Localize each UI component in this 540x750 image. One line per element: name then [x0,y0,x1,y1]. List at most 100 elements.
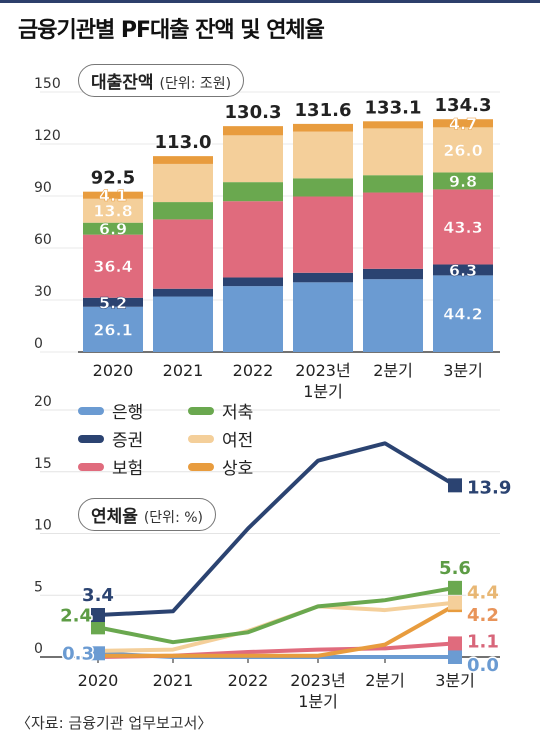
bar-x-tick-label: 2023년 [295,361,350,380]
bar-x-tick-label: 3분기 [443,361,483,380]
legend-swatch [78,434,104,443]
bar-total-label: 92.5 [91,168,135,189]
bar-segment-상호 [153,156,213,164]
bar-segment-상호 [433,119,493,128]
bar-segment-여전 [83,198,143,223]
bar-segment-보험 [153,219,213,289]
bar-segment-상호 [83,191,143,199]
bar-segment-label-저축: 9.8 [449,172,477,191]
line-y-tick-label: 0 [34,641,43,657]
line-x-tick-label: 2022 [228,671,269,690]
bar-segment-저축 [223,182,283,202]
line-series-증권 [96,441,457,618]
bar-segment-label-저축: 6.9 [99,220,127,239]
bar-segment-label-은행: 26.1 [93,320,132,339]
bar-total-label: 113.0 [155,132,212,153]
bar-x-tick-label: 2021 [163,361,204,380]
bar-segment-은행 [153,296,213,352]
bar-segment-상호 [363,121,423,129]
bar-y-tick-label: 150 [34,76,61,92]
legend-item-은행: 은행 [78,398,143,423]
bar-y-tick-label: 90 [34,180,52,196]
bar-chart-title-text: 대출잔액 [91,73,154,93]
legend-label: 여전 [222,431,254,451]
bar-segment-보험 [363,192,423,269]
line-start-label-증권: 3.4 [82,585,114,606]
line-end-label-상호: 4.2 [467,605,499,626]
line-series-상호 [96,603,457,658]
bar-x-tick-label: 2020 [93,361,134,380]
bar-segment-증권 [363,268,423,280]
line-y-tick-label: 20 [34,394,52,410]
bar-segment-증권 [223,277,283,287]
line-y-tick-label: 5 [34,579,43,595]
bar-x-tick-label: 2분기 [373,361,413,380]
bar-segment-보험 [83,234,143,298]
legend-item-저축: 저축 [188,398,253,423]
bar-segment-label-여전: 13.8 [93,202,132,221]
line-start-label-은행: 0.3 [62,643,94,664]
bar-segment-은행 [223,286,283,352]
bar-segment-label-여전: 26.0 [443,141,482,160]
bar-segment-저축 [363,175,423,193]
line-x-tick-label: 2020 [78,671,119,690]
bar-segment-증권 [153,288,213,297]
line-end-marker-여전 [448,595,462,610]
bar-segment-여전 [433,127,493,173]
line-y-tick-label: 15 [34,456,52,472]
line-start-marker-은행 [91,646,105,661]
line-chart-unit: (단위: %) [143,510,203,526]
line-start-marker-저축 [91,620,105,635]
bar-segment-상호 [223,126,283,136]
bar-y-tick-label: 120 [34,128,61,144]
line-end-marker-증권 [448,478,462,493]
bar-segment-은행 [433,275,493,352]
bar-segment-저축 [433,172,493,190]
bar-segment-label-은행: 44.2 [443,305,482,324]
bar-total-label: 134.3 [435,95,492,116]
bar-segment-보험 [223,201,283,278]
line-x-tick-label: 2021 [153,671,194,690]
legend-item-증권: 증권 [78,426,143,451]
line-x-tick-label: 1분기 [298,692,338,711]
legend-item-상호: 상호 [188,454,253,479]
bar-segment-여전 [293,131,353,179]
line-end-marker-은행 [448,650,462,664]
bar-segment-label-상호: 4.7 [449,114,477,133]
legend-swatch [78,462,104,471]
line-series-여전 [96,600,457,653]
line-end-label-보험: 1.1 [467,631,499,652]
legend-swatch [188,434,214,443]
line-end-label-저축: 5.6 [439,558,471,579]
bar-segment-은행 [363,279,423,352]
bar-segment-은행 [293,282,353,352]
bar-segment-은행 [83,306,143,352]
bar-segment-저축 [153,202,213,220]
bar-segment-증권 [433,264,493,276]
line-end-marker-보험 [448,636,462,651]
bar-segment-증권 [83,297,143,307]
bar-segment-label-상호: 4.1 [99,186,127,205]
bar-segment-증권 [293,272,353,283]
bar-segment-label-보험: 36.4 [93,257,132,276]
line-x-tick-label: 2분기 [365,671,405,690]
legend-label: 증권 [112,431,144,451]
legend-label: 보험 [112,459,144,479]
legend-swatch [78,406,104,415]
bar-total-label: 133.1 [365,97,422,118]
legend-item-보험: 보험 [78,454,143,479]
bar-segment-여전 [153,163,213,203]
line-end-label-여전: 4.4 [467,583,499,604]
bar-segment-상호 [293,123,353,132]
top-border [0,0,540,3]
bar-total-label: 131.6 [295,100,352,121]
bar-x-tick-label: 2022 [233,361,274,380]
bar-segment-보험 [433,189,493,265]
bar-segment-보험 [293,196,353,273]
bar-segment-여전 [223,135,283,183]
line-start-marker-증권 [91,608,105,623]
legend-swatch [188,406,214,415]
line-chart-title-text: 연체율 [91,507,138,527]
